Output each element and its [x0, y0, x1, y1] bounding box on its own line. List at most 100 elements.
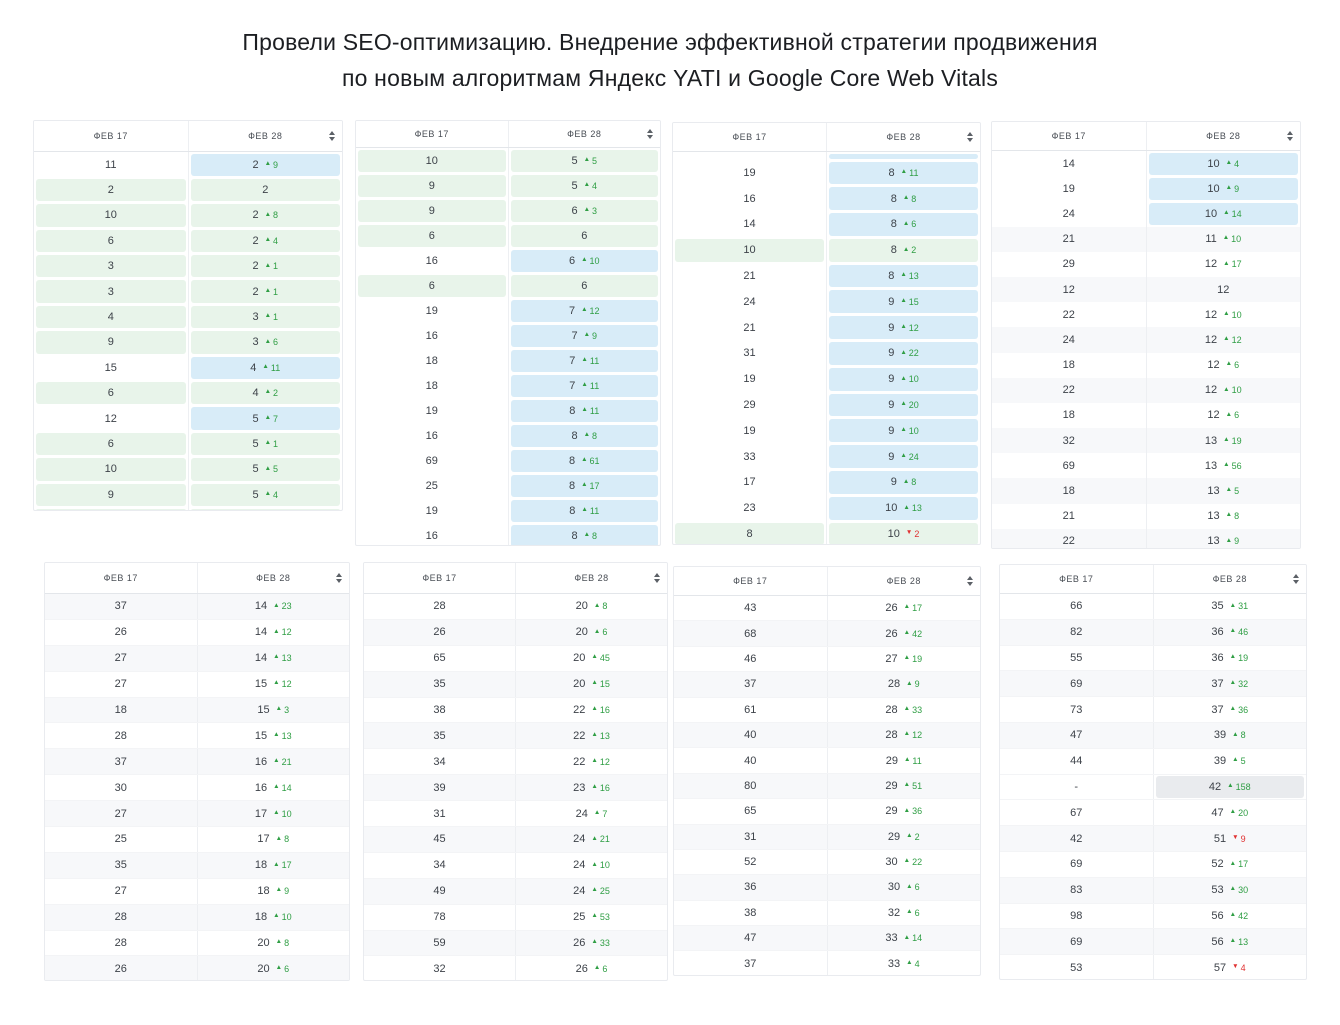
before-value: 10	[425, 154, 438, 167]
after-group: 10 ▲ 4	[1207, 158, 1239, 170]
before-value: 10	[743, 244, 756, 257]
sort-arrows-icon[interactable]	[967, 576, 973, 586]
arrow-up-icon: ▲	[1229, 911, 1237, 919]
position-delta: ▲ 56	[1223, 460, 1242, 471]
before-value: 9	[107, 336, 114, 349]
table-row: 17 9 ▲ 8	[673, 469, 980, 496]
position-delta: ▲ 10	[273, 912, 292, 923]
after-value: 32	[887, 906, 901, 919]
cell-before: 6	[34, 431, 189, 457]
cell-after: 10 ▲ 14	[1147, 201, 1301, 226]
arrow-up-icon: ▲	[1223, 435, 1230, 443]
cell-after: 10 ▼ 2	[827, 521, 980, 544]
cell-after: 10 ▲ 13	[827, 495, 980, 521]
table-row: 28 18 ▲ 10	[45, 904, 349, 931]
table-row: 10 5 ▲ 5	[34, 456, 342, 483]
table-row: 28 20 ▲ 8	[364, 594, 667, 620]
position-delta: ▲ 1	[264, 312, 279, 323]
table-row: 9 5 ▲ 4	[356, 173, 660, 198]
position-delta: ▲ 2	[264, 388, 279, 399]
after-group: 11 ▲ 10	[1205, 233, 1241, 245]
sort-arrows-icon[interactable]	[647, 129, 653, 139]
arrow-up-icon: ▲	[1229, 859, 1237, 867]
table-row: 24 10 ▲ 14	[992, 201, 1301, 227]
after-value: 9	[888, 347, 895, 360]
after-group: 10 ▼ 2	[888, 528, 920, 540]
position-delta: ▲ 36	[1229, 704, 1249, 715]
after-group: 9 ▲ 10	[888, 425, 919, 437]
highlight-blue	[510, 524, 658, 545]
highlight-blue	[829, 393, 978, 417]
cell-before: 21	[992, 503, 1147, 529]
cell-after: 6	[509, 273, 661, 298]
positions-table-2: ФЕВ 17 ФЕВ 28 10 5 ▲ 5 9 5 ▲ 4 9 6 ▲ 3 6 6 16 6 ▲ 10 6 6 19 7 ▲ 1…	[355, 120, 661, 546]
after-group: 14 ▲ 12	[255, 626, 292, 638]
position-delta: ▲ 36	[903, 806, 923, 817]
position-delta: ▲ 7	[593, 808, 608, 819]
highlight-green	[190, 280, 340, 303]
before-value: 8	[746, 528, 753, 541]
after-value: 18	[254, 859, 268, 872]
before-value: 16	[425, 254, 438, 267]
cell-before: 19	[992, 176, 1147, 202]
table-row: 34 24 ▲ 10	[364, 852, 667, 879]
after-value: 20	[573, 652, 586, 665]
position-delta: ▲ 45	[591, 653, 610, 664]
highlight-blue	[829, 290, 978, 314]
cell-before: 27	[45, 645, 198, 671]
position-delta: ▲ 6	[906, 907, 920, 918]
cell-before: 19	[673, 160, 827, 186]
position-delta: ▲ 25	[591, 886, 610, 897]
after-group: 18 ▲ 9	[257, 885, 289, 897]
before-value: 55	[1070, 651, 1083, 664]
after-group: 20 ▲ 6	[576, 626, 608, 638]
arrow-up-icon: ▲	[275, 705, 283, 713]
position-delta: ▲ 17	[903, 603, 923, 614]
after-group: 56 ▲ 13	[1211, 936, 1248, 948]
after-group: 2 ▲ 1	[252, 286, 278, 298]
after-value: 24	[573, 885, 586, 898]
sort-arrows-icon[interactable]	[336, 573, 342, 583]
sort-arrows-icon[interactable]	[1293, 574, 1299, 584]
after-value: 8	[571, 429, 578, 442]
table-row: 9 5 ▲ 4	[34, 482, 342, 508]
after-value: 26	[573, 937, 586, 950]
cell-before: 10	[34, 456, 189, 483]
after-group: 9 ▲ 12	[888, 322, 919, 334]
before-value: 26	[433, 626, 446, 639]
arrow-up-icon: ▲	[583, 180, 591, 188]
sort-arrows-icon[interactable]	[654, 573, 660, 583]
cell-before: 98	[1000, 903, 1154, 929]
highlight-green	[675, 238, 824, 262]
cell-before: 31	[673, 340, 827, 367]
before-value: 23	[743, 502, 756, 515]
before-value: 11	[105, 158, 117, 171]
arrow-up-icon: ▲	[1229, 601, 1237, 609]
arrow-up-icon: ▲	[273, 627, 280, 635]
table-row: 9 3 ▲ 6	[34, 329, 342, 356]
highlight-blue	[510, 249, 658, 272]
cell-after: 37 ▲ 36	[1154, 697, 1307, 722]
after-value: 12	[1204, 333, 1218, 346]
after-value: 36	[1211, 651, 1224, 664]
arrow-up-icon: ▲	[906, 882, 913, 890]
cell-before: 19	[356, 498, 509, 523]
sort-arrows-icon[interactable]	[329, 131, 335, 141]
cell-before: 16	[356, 523, 509, 545]
cell-after: 2 ▲ 4	[189, 228, 343, 253]
before-value: 69	[425, 454, 438, 467]
before-value: 69	[1070, 935, 1083, 948]
cell-before: 14	[992, 151, 1147, 177]
arrow-up-icon: ▲	[264, 159, 272, 167]
table-row: 19 7 ▲ 12	[356, 298, 660, 323]
after-value: 16	[254, 755, 268, 768]
cell-after: 8 ▲ 61	[509, 448, 661, 473]
before-value: 37	[744, 678, 757, 691]
cell-after: 14 ▲ 13	[198, 646, 350, 671]
sort-arrows-icon[interactable]	[1287, 131, 1293, 141]
position-delta: ▲ 13	[273, 730, 292, 741]
before-value: 40	[744, 754, 757, 767]
before-value: 45	[433, 833, 446, 846]
sort-arrows-icon[interactable]	[967, 132, 973, 142]
before-value: 15	[104, 361, 117, 374]
